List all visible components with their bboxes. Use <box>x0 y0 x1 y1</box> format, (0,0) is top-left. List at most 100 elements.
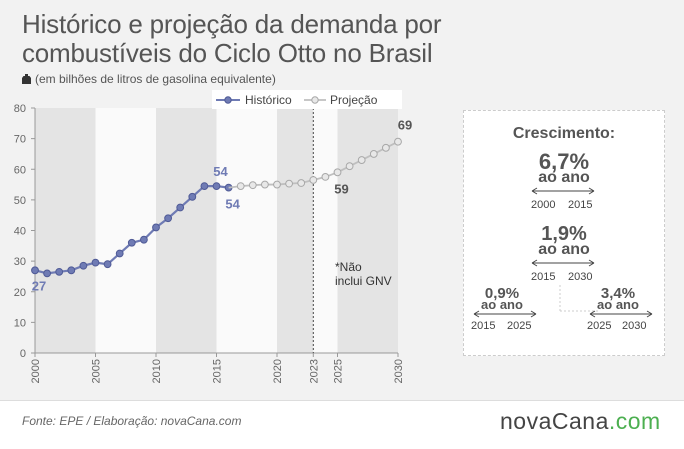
y-tick-label: 0 <box>20 348 26 360</box>
brand-logo[interactable]: novaCana.com <box>500 408 661 435</box>
data-label: 54 <box>213 164 228 179</box>
growth-pct-2: 1,9% <box>541 223 587 245</box>
data-point <box>285 179 294 188</box>
data-point <box>321 173 330 181</box>
growth-to-4: 2030 <box>622 320 647 332</box>
legend-label-historico: Histórico <box>245 93 292 107</box>
y-tick-label: 80 <box>14 103 26 115</box>
chart-labels: 27 54 54 59 69 <box>32 118 412 294</box>
data-point <box>369 150 378 158</box>
data-label: 54 <box>225 197 240 212</box>
growth-pct-1: 6,7% <box>538 149 590 174</box>
x-tick-label: 2000 <box>30 359 42 383</box>
data-point <box>115 249 124 258</box>
growth-split-connector <box>559 285 598 312</box>
data-point <box>297 179 306 187</box>
data-point <box>236 182 245 190</box>
data-point <box>261 180 269 189</box>
growth-arrow-2 <box>531 259 595 267</box>
data-point <box>382 143 390 152</box>
band-1 <box>156 108 217 353</box>
data-point <box>79 261 88 270</box>
growth-label-3: ao ano <box>481 297 523 312</box>
chart-bands <box>35 108 398 353</box>
growth-arrow-1 <box>531 187 595 195</box>
y-tick-label: 10 <box>14 317 26 329</box>
band-3 <box>337 108 398 353</box>
note: *Não inclui GNV <box>335 260 392 288</box>
x-tick-label: 2010 <box>151 359 163 383</box>
footer <box>0 400 684 449</box>
growth-panel: Crescimento: 6,7% ao ano 2000 2015 1,9% … <box>463 110 665 356</box>
data-point <box>200 182 209 190</box>
page-title: Histórico e projeção da demanda por comb… <box>22 9 442 68</box>
data-point <box>103 260 112 269</box>
logo-suffix: .com <box>608 408 661 434</box>
growth-to-2: 2030 <box>568 271 593 283</box>
note-line-1: *Não <box>335 260 362 274</box>
growth-arrow-3 <box>473 310 537 318</box>
logo-main: novaCana <box>500 408 609 434</box>
data-point <box>43 269 51 278</box>
band-2 <box>277 108 314 353</box>
data-point <box>176 203 185 212</box>
data-point <box>140 235 148 244</box>
note-line-2: inclui GNV <box>335 274 392 288</box>
growth-from-1: 2000 <box>531 199 556 211</box>
growth-to-3: 2025 <box>507 320 532 332</box>
growth-to-1: 2015 <box>568 199 593 211</box>
data-point <box>273 180 281 189</box>
chart-series <box>31 137 402 278</box>
x-tick-label: 2023 <box>308 359 320 383</box>
data-point <box>212 182 221 190</box>
data-point <box>152 223 160 232</box>
y-tick-label: 50 <box>14 195 26 207</box>
growth-from-3: 2015 <box>471 320 496 332</box>
band-0 <box>35 108 96 353</box>
data-point <box>309 176 318 184</box>
data-point <box>31 266 39 275</box>
data-point <box>357 156 366 164</box>
y-tick-label: 40 <box>14 226 26 238</box>
data-point <box>67 266 76 275</box>
data-point <box>164 214 173 223</box>
data-label: 27 <box>32 278 46 293</box>
data-label: 69 <box>398 118 412 133</box>
source-text: Fonte: EPE / Elaboração: novaCana.com <box>22 414 242 428</box>
y-tick-label: 60 <box>14 164 26 176</box>
subtitle-text: (em bilhões de litros de gasolina equiva… <box>35 72 276 86</box>
y-tick-label: 70 <box>14 134 26 146</box>
legend-marker-projecao <box>311 96 319 104</box>
y-tick-label: 20 <box>14 287 26 299</box>
data-point <box>91 258 100 267</box>
growth-pct-3: 0,9% <box>484 285 520 302</box>
y-tick-label: 30 <box>14 256 26 268</box>
x-tick-label: 2020 <box>272 359 284 383</box>
data-point <box>127 238 136 247</box>
data-label: 59 <box>334 181 348 196</box>
growth-from-4: 2025 <box>587 320 612 332</box>
data-point <box>248 181 257 190</box>
x-tick-label: 2030 <box>393 359 405 383</box>
growth-label-1: ao ano <box>538 169 590 186</box>
subtitle: (em bilhões de litros de gasolina equiva… <box>22 72 276 86</box>
data-point <box>345 162 354 171</box>
x-tick-label: 2015 <box>212 359 224 383</box>
data-point <box>55 267 64 276</box>
legend-label-projecao: Projeção <box>330 93 378 107</box>
x-tick-label: 2005 <box>91 359 103 383</box>
growth-title: Crescimento: <box>512 125 616 142</box>
growth-from-2: 2015 <box>531 271 556 283</box>
data-point <box>394 137 402 146</box>
fuel-drop-icon <box>22 74 31 84</box>
growth-label-4: ao ano <box>597 297 639 312</box>
growth-arrow-4 <box>589 310 653 318</box>
x-tick-label: 2025 <box>333 359 345 383</box>
data-point <box>333 168 342 177</box>
legend-marker-historico <box>224 96 232 104</box>
data-point <box>188 192 197 201</box>
chart-legend[interactable]: Histórico Projeção <box>212 90 402 109</box>
growth-pct-4: 3,4% <box>600 285 636 302</box>
